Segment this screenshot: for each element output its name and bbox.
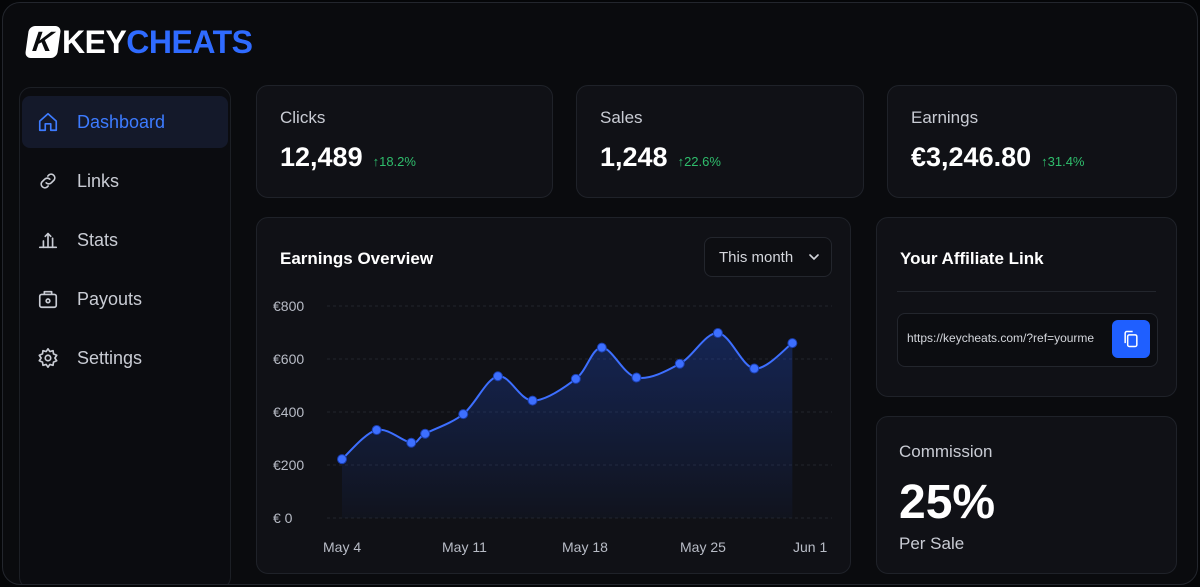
sidebar: Dashboard Links Stats Payouts Settings (19, 87, 231, 584)
stat-card-sales: Sales 1,248 ↑22.6% (576, 85, 864, 198)
sidebar-item-dashboard[interactable]: Dashboard (22, 96, 228, 148)
data-point[interactable] (570, 373, 581, 384)
y-tick-label: €400 (273, 404, 305, 420)
data-point[interactable] (712, 328, 723, 339)
stat-card-earnings: Earnings €3,246.80 ↑31.4% (887, 85, 1177, 198)
commission-subtext: Per Sale (899, 534, 965, 553)
commission-label: Commission (899, 442, 993, 461)
sidebar-item-label: Payouts (77, 288, 143, 309)
x-tick-label: May 4 (323, 539, 362, 555)
stat-label: Earnings (911, 108, 979, 127)
link-icon (37, 170, 59, 192)
gear-icon (37, 347, 59, 369)
x-tick-label: May 11 (442, 539, 487, 555)
earnings-area-chart (327, 305, 832, 519)
chart-icon (37, 229, 59, 251)
sidebar-item-stats[interactable]: Stats (22, 214, 228, 266)
x-tick-label: Jun 1 (793, 539, 828, 555)
commission-card: Commission 25% Per Sale (876, 416, 1177, 574)
sidebar-item-label: Stats (77, 229, 119, 250)
data-point[interactable] (406, 437, 417, 448)
stat-value: €3,246.80 (911, 142, 1032, 172)
y-tick-label: € 0 (273, 510, 293, 526)
data-point[interactable] (420, 428, 431, 439)
data-point[interactable] (337, 454, 347, 465)
sidebar-item-links[interactable]: Links (22, 155, 228, 207)
data-point[interactable] (492, 371, 503, 382)
stat-label: Sales (600, 108, 643, 127)
commission-value: 25% (899, 476, 996, 529)
data-point[interactable] (631, 372, 642, 383)
chevron-down-icon (809, 254, 820, 261)
data-point[interactable] (527, 395, 538, 406)
copy-icon (1124, 330, 1138, 348)
wallet-icon (37, 288, 59, 310)
data-point[interactable] (787, 338, 798, 349)
range-dropdown[interactable]: This month (704, 237, 832, 277)
sidebar-item-payouts[interactable]: Payouts (22, 273, 228, 325)
home-icon (37, 111, 59, 133)
brand-logo[interactable]: K KEYCHEATS (24, 24, 253, 60)
affiliate-link-card: Your Affiliate Link https://keycheats.co… (876, 217, 1177, 397)
logo-cheats-text: CHEATS (126, 24, 253, 60)
logo-badge: K (24, 26, 62, 58)
stat-value: 1,248 (600, 142, 668, 172)
x-tick-label: May 25 (680, 539, 726, 555)
x-tick-label: May 18 (562, 539, 608, 555)
stat-change-badge: ↑22.6% (677, 154, 721, 169)
sidebar-item-label: Links (77, 170, 120, 191)
earnings-area-fill (342, 333, 793, 518)
divider (897, 291, 1156, 292)
earnings-overview-title: Earnings Overview (280, 249, 434, 268)
logo-key-text: KEY (62, 24, 127, 60)
y-tick-label: €600 (273, 351, 305, 367)
affiliate-link-title: Your Affiliate Link (900, 249, 1044, 268)
affiliate-link-field[interactable]: https://keycheats.com/?ref=yourme (897, 313, 1158, 367)
sidebar-item-settings[interactable]: Settings (22, 332, 228, 384)
data-point[interactable] (596, 342, 607, 353)
stat-change-badge: ↑31.4% (1041, 154, 1085, 169)
affiliate-link-url[interactable]: https://keycheats.com/?ref=yourme (907, 331, 1095, 345)
earnings-overview-card: Earnings Overview This month € 0 €200 €400… (256, 217, 851, 574)
data-point[interactable] (371, 425, 382, 436)
y-tick-label: €200 (273, 457, 305, 473)
data-point[interactable] (749, 363, 760, 374)
data-point[interactable] (458, 409, 469, 420)
data-point[interactable] (674, 358, 685, 369)
stat-card-clicks: Clicks 12,489 ↑18.2% (256, 85, 553, 198)
sidebar-item-label: Dashboard (77, 111, 166, 132)
sidebar-item-label: Settings (77, 347, 143, 368)
copy-link-button[interactable] (1112, 320, 1150, 358)
stat-change-badge: ↑18.2% (372, 154, 416, 169)
stat-label: Clicks (280, 108, 326, 127)
y-tick-label: €800 (273, 298, 305, 314)
range-dropdown-value: This month (719, 248, 794, 266)
stat-value: 12,489 (280, 142, 363, 172)
